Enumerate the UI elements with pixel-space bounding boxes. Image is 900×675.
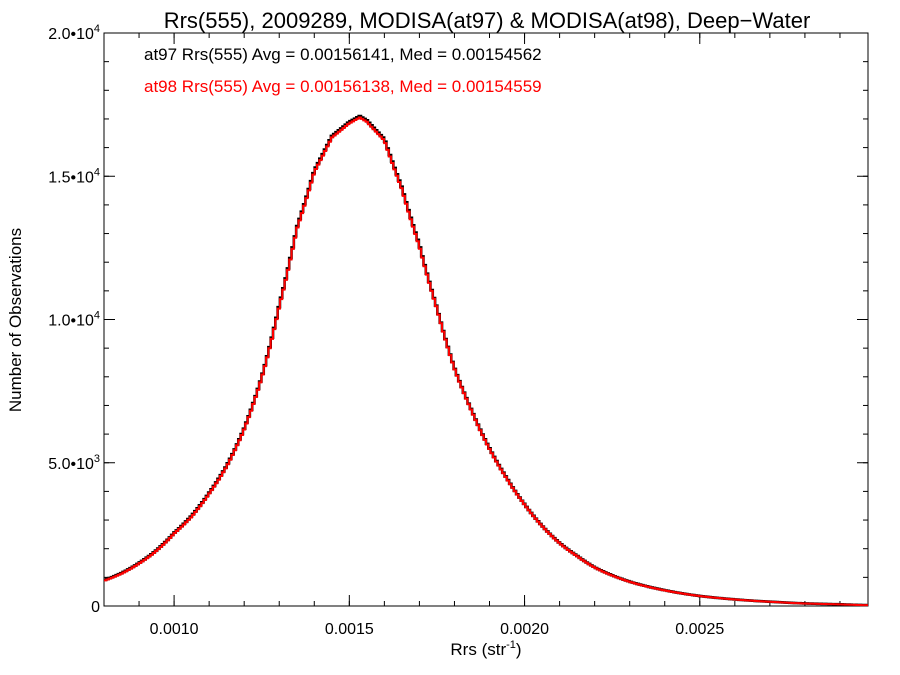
x-axis-ticks: 0.0010 0.0015 0.0020 0.0025 — [103, 33, 841, 638]
x-tick-label: 0.0010 — [150, 621, 199, 638]
annotation-at98: at98 Rrs(555) Avg = 0.00156138, Med = 0.… — [144, 77, 542, 96]
series-layer — [104, 114, 868, 607]
x-tick-label: 0.0015 — [325, 621, 374, 638]
series-line-at97 — [104, 114, 868, 607]
plot-frame — [103, 32, 869, 607]
y-axis-ticks: 0 5.0•103 1.0•104 1.5•104 2.0•104 — [48, 23, 868, 616]
y-tick-label: 1.0•104 — [48, 310, 100, 330]
x-axis-label: Rrs (str-1) — [450, 639, 521, 659]
y-tick-label: 2.0•104 — [48, 23, 100, 43]
chart-title: Rrs(555), 2009289, MODISA(at97) & MODISA… — [164, 8, 811, 33]
annotation-at97: at97 Rrs(555) Avg = 0.00156141, Med = 0.… — [144, 45, 542, 64]
y-tick-label: 0 — [91, 599, 100, 616]
y-axis-label: Number of Observations — [6, 228, 25, 412]
y-tick-label: 5.0•103 — [48, 453, 100, 473]
x-tick-label: 0.0025 — [675, 621, 724, 638]
x-tick-label: 0.0020 — [500, 621, 549, 638]
y-tick-label: 1.5•104 — [48, 166, 100, 186]
series-line-at98 — [104, 116, 868, 607]
